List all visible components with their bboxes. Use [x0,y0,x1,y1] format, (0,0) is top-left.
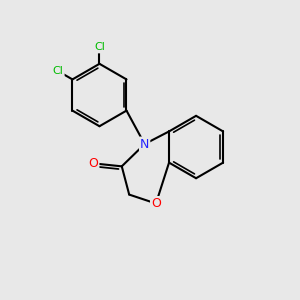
Text: Cl: Cl [53,66,64,76]
Text: N: N [140,138,149,151]
Text: O: O [151,197,161,210]
Text: Cl: Cl [94,43,105,52]
Text: O: O [88,157,98,170]
